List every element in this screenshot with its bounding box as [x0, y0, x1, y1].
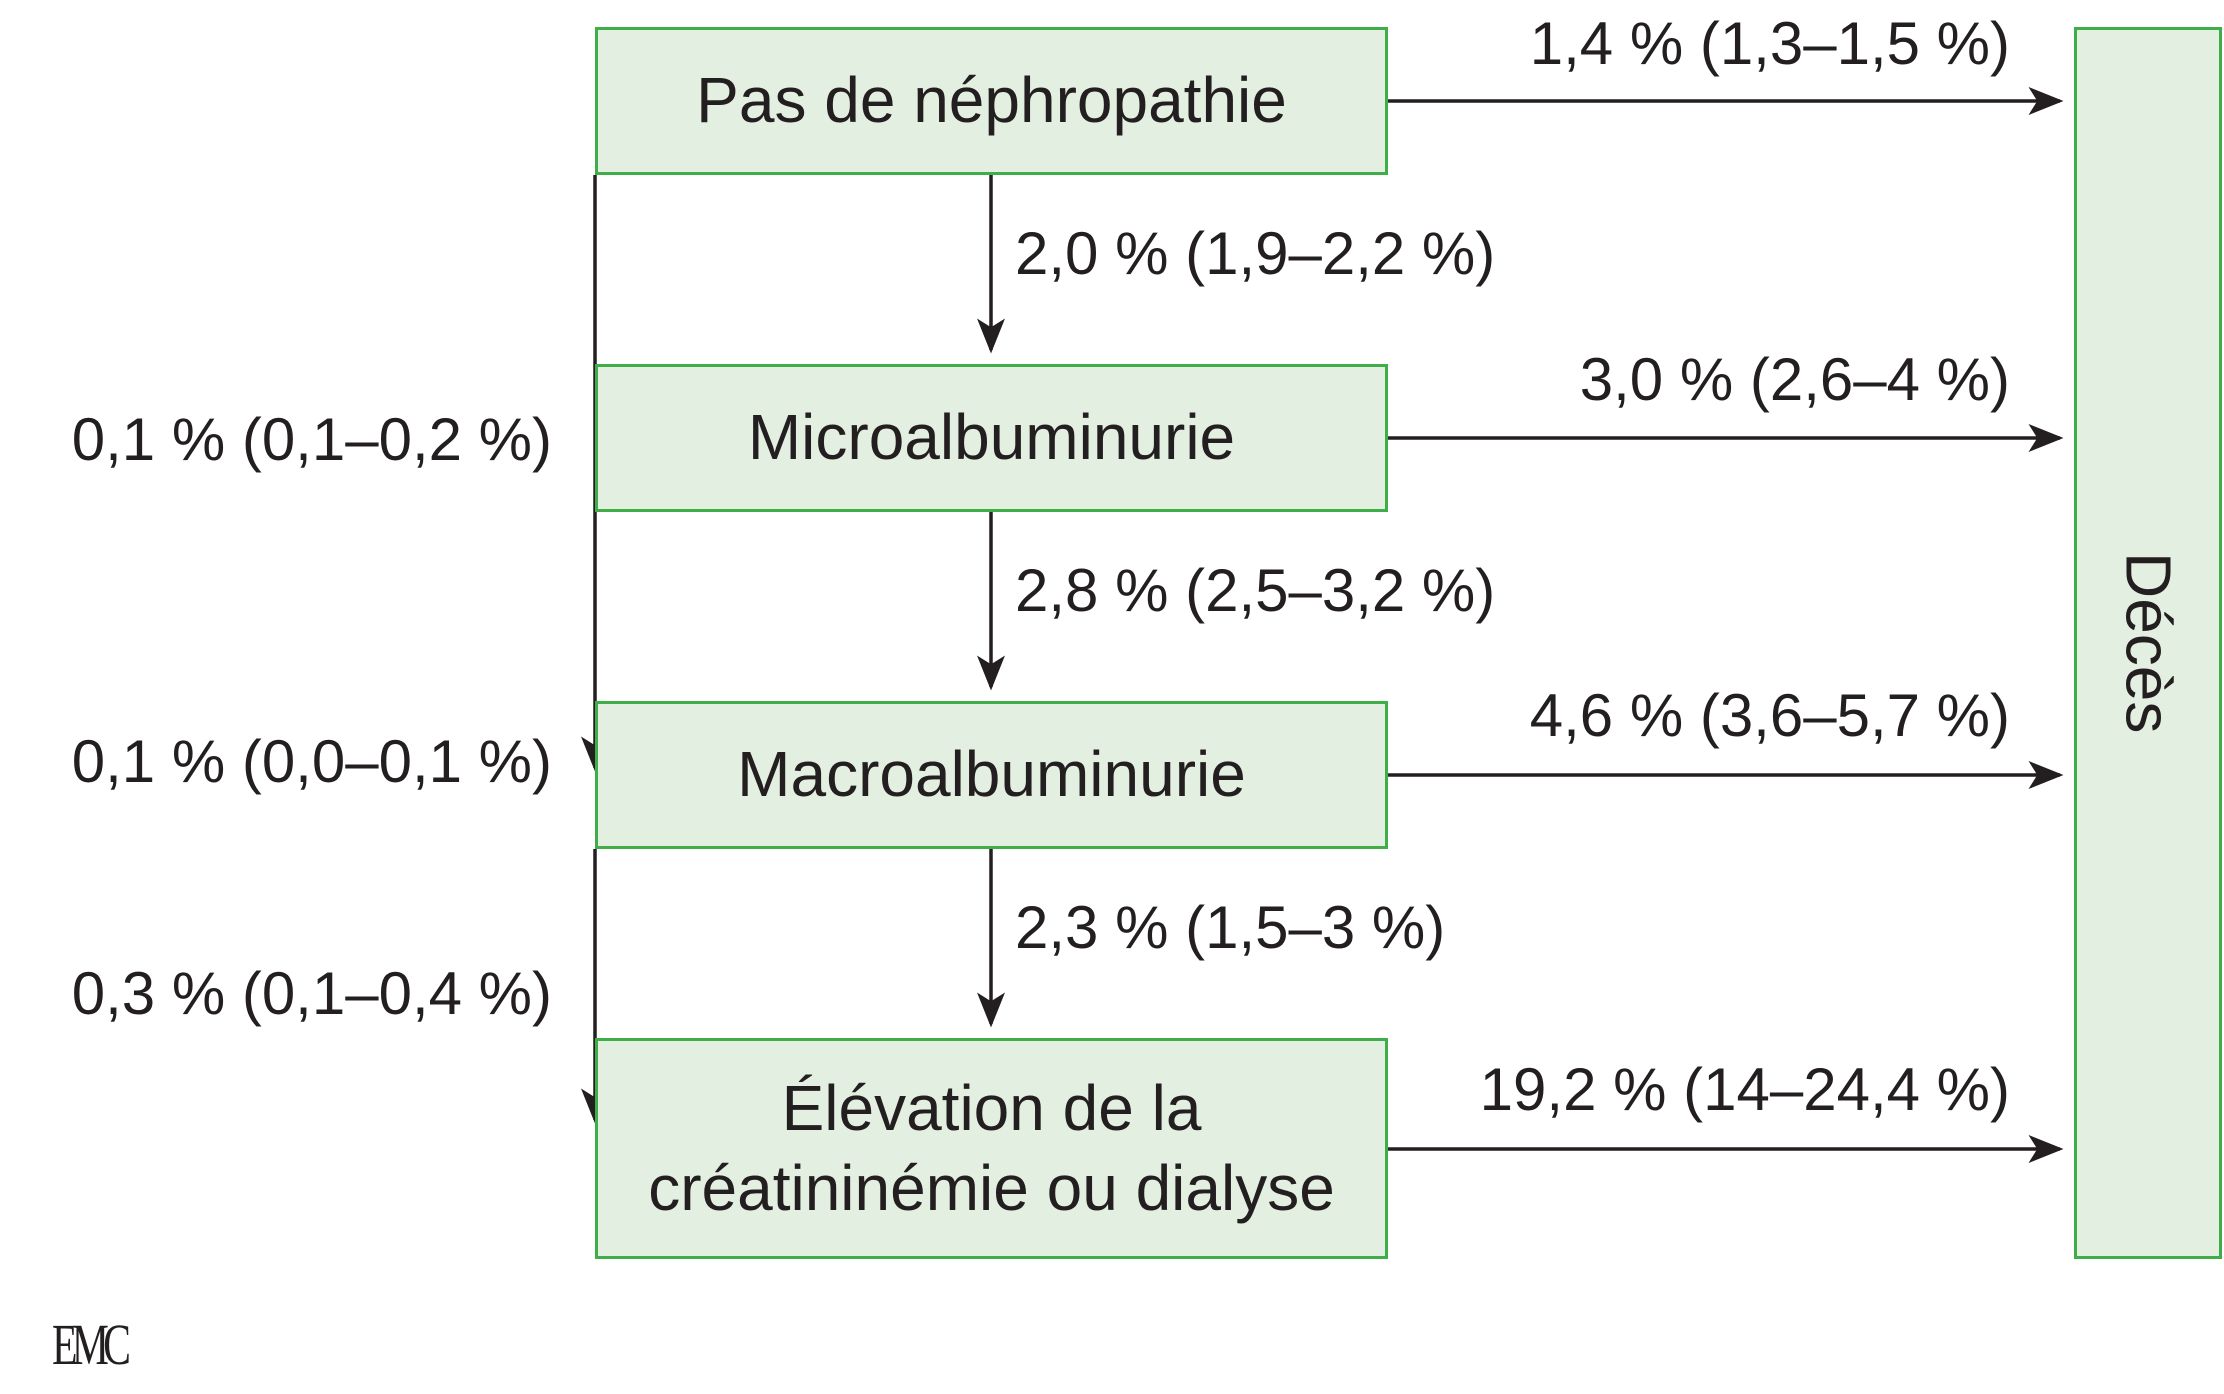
stage-box-creatinine-dialysis: Élévation de la créatininémie ou dialyse	[595, 1038, 1388, 1259]
progression-rate-stage2-to-stage3: 2,8 % (2,5–3,2 %)	[1015, 557, 1496, 624]
mortality-rate-stage2: 3,0 % (2,6–4 %)	[1579, 346, 2010, 413]
stage-box-microalbuminuria: Microalbuminurie	[595, 364, 1388, 512]
mortality-rate-stage3: 4,6 % (3,6–5,7 %)	[1529, 682, 2010, 749]
mortality-rate-stage1: 1,4 % (1,3–1,5 %)	[1529, 10, 2010, 77]
progression-rate-stage1-to-stage2: 2,0 % (1,9–2,2 %)	[1015, 220, 1496, 287]
skip-rate-stage1-to-stage3: 0,1 % (0,0–0,1 %)	[71, 728, 552, 795]
death-box: Décès	[2074, 27, 2222, 1259]
stage-label-microalbuminuria: Microalbuminurie	[747, 401, 1236, 474]
stage-label-creatinine-dialysis: Élévation de la créatininémie ou dialyse	[648, 1072, 1335, 1224]
stage-label-macroalbuminuria: Macroalbuminurie	[737, 738, 1246, 811]
death-label: Décès	[2112, 552, 2185, 734]
skip-rate-stage3-to-stage4: 0,3 % (0,1–0,4 %)	[71, 960, 552, 1027]
stage-label-no-nephropathy: Pas de néphropathie	[696, 64, 1287, 137]
skip-rate-stage1-to-stage4: 0,1 % (0,1–0,2 %)	[71, 406, 552, 473]
mortality-rate-stage4: 19,2 % (14–24,4 %)	[1479, 1056, 2010, 1123]
emc-logo: EMC	[52, 1312, 131, 1377]
stage-box-no-nephropathy: Pas de néphropathie	[595, 27, 1388, 175]
stage-box-macroalbuminuria: Macroalbuminurie	[595, 701, 1388, 849]
progression-rate-stage3-to-stage4: 2,3 % (1,5–3 %)	[1015, 894, 1446, 961]
